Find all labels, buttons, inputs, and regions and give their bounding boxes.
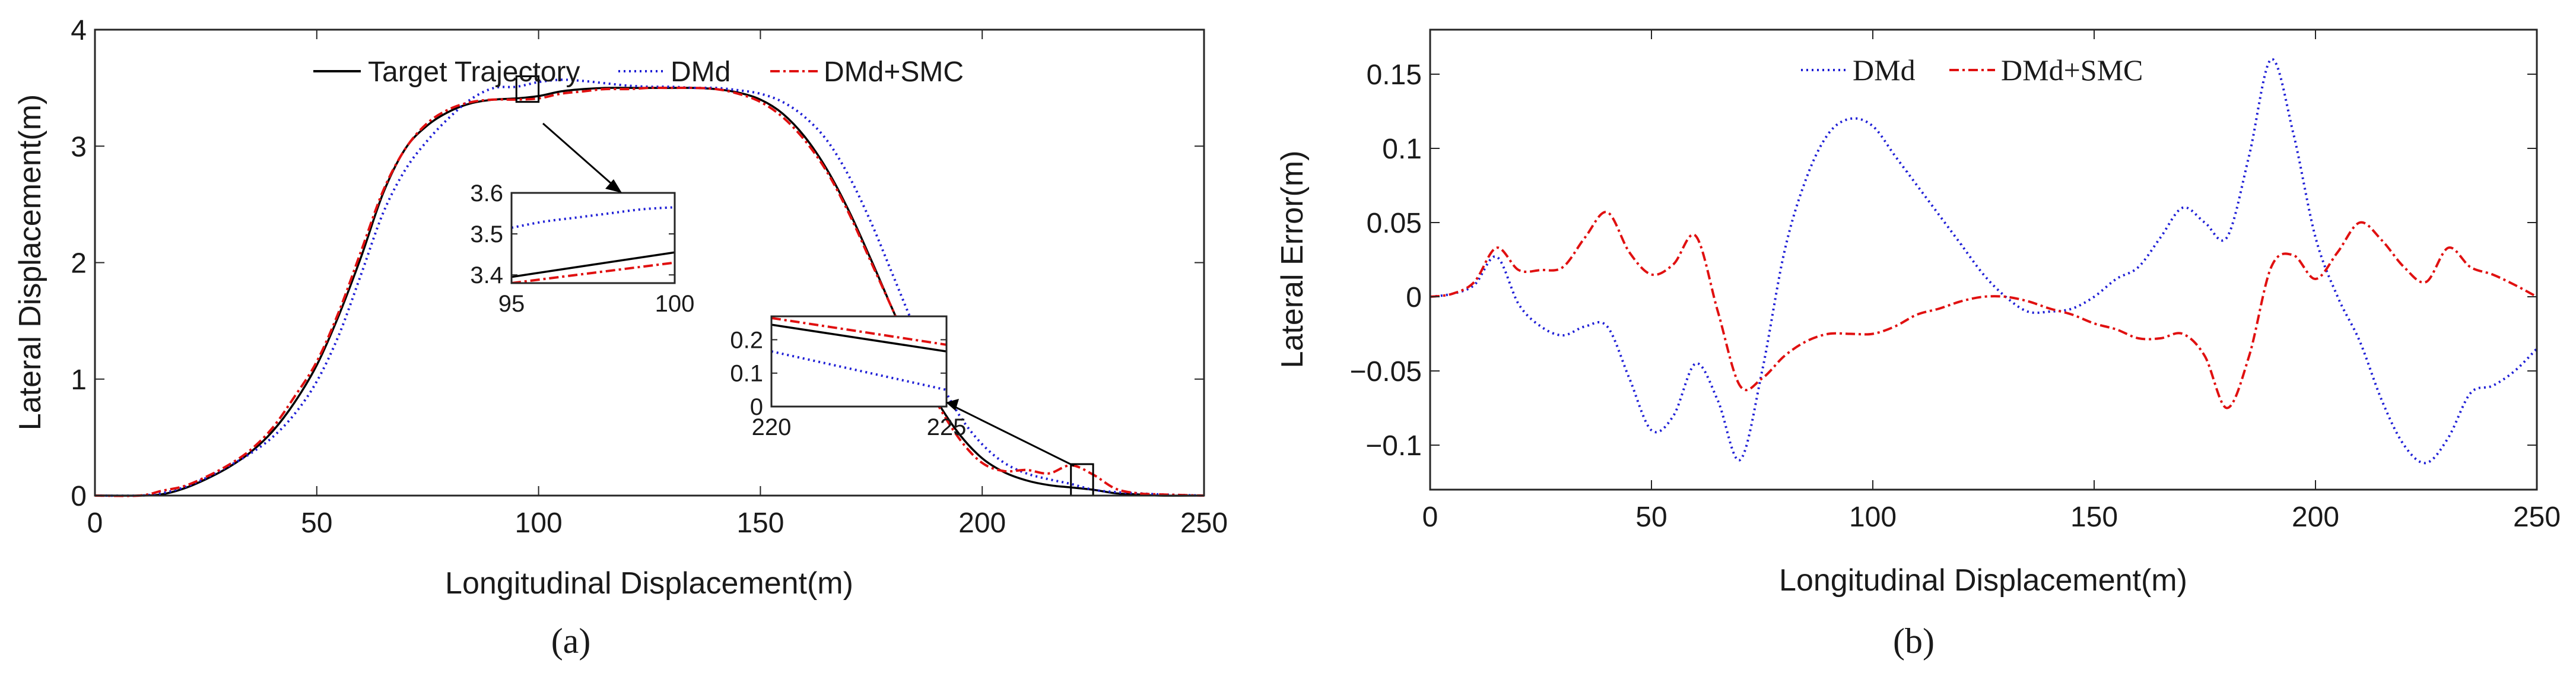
legend-a-smc-label: DMd+SMC (824, 56, 964, 88)
chart-b-series (1430, 58, 2538, 465)
chart-a-ytick-label: 2 (71, 248, 87, 280)
legend-b-dmd-label: DMd (1853, 53, 1916, 87)
chart-a-callout-arrowhead-2 (946, 399, 959, 411)
chart-b-ytick-label: 0.05 (1367, 208, 1422, 239)
chart-b-xtick-label: 50 (1635, 502, 1667, 533)
chart-a-inset-1-frame (510, 192, 676, 284)
chart-a-inset-1-xtick-label: 100 (655, 291, 695, 317)
chart-b-xtick-label: 250 (2513, 502, 2561, 533)
chart-b-ytick-label: 0.15 (1367, 59, 1422, 91)
chart-a-ylabel: Lateral Displacement(m) (13, 94, 47, 430)
chart-a-callout-arrowhead-1 (605, 179, 622, 193)
chart-a-inset-1-ticks: 95 100 3.4 3.5 3.6 (470, 180, 694, 317)
chart-a-inset-2-series-target-trajectory (771, 323, 946, 353)
chart-a-inset-1: 95 100 3.4 3.5 3.6 (470, 180, 694, 317)
chart-b-ytick-label: −0.05 (1350, 356, 1422, 388)
chart-b-ytick-label: −0.1 (1365, 430, 1422, 462)
chart-a-inset-1-ytick-label: 3.6 (470, 180, 503, 207)
a-zoombox1-rect (515, 75, 540, 103)
chart-b-xtick-label: 200 (2292, 502, 2339, 533)
chart-b-legend: DMd DMd+SMC (1801, 53, 2143, 87)
chart-a-xtick-label: 150 (736, 507, 784, 539)
chart-a-inset-1-series (512, 206, 675, 283)
chart-a-inset-2: 220 225 0 0.1 0.2 (730, 315, 966, 440)
chart-b: 0 50 100 150 200 250 −0.1 −0.05 0 0.05 0.1 0.15 DMd… (1275, 28, 2561, 661)
chart-a-inset-2-ytick-label: 0 (750, 394, 763, 420)
chart-b-xtick-label: 150 (2070, 502, 2118, 533)
chart-a-inset-2-frame (770, 315, 948, 408)
panel-label-a: (a) (551, 621, 591, 661)
chart-a-legend: Target Trajectory DMd DMd+SMC (313, 56, 964, 88)
chart-b-plot-frame (1429, 28, 2538, 491)
chart-b-xtick-label: 0 (1422, 502, 1438, 533)
legend-b-smc-label: DMd+SMC (2001, 53, 2143, 87)
chart-a-inset-2-xtick-label: 225 (927, 414, 967, 440)
chart-b-ytick-label: 0.1 (1382, 134, 1422, 165)
legend-a-target-label: Target Trajectory (368, 56, 580, 88)
chart-a-xtick-label: 50 (301, 507, 332, 539)
chart-a-inset-2-ytick-label: 0.1 (730, 361, 763, 387)
chart-b-xlabel: Longitudinal Displacement(m) (1779, 563, 2187, 598)
chart-a-inset-2-ticks: 220 225 0 0.1 0.2 (730, 316, 966, 440)
chart-a-inset-2-xtick-label: 220 (752, 414, 792, 440)
chart-a-inset-1-series-dmd (512, 206, 675, 229)
chart-a-inset-1-series-target-trajectory (512, 251, 675, 278)
chart-a-zoom-box-1 (515, 75, 540, 103)
legend-a-dmd-label: DMd (671, 56, 730, 88)
chart-a-inset-1-xtick-label: 95 (498, 291, 525, 317)
chart-a-inset-1-ytick-label: 3.4 (470, 262, 503, 288)
chart-a-ytick-label: 3 (71, 131, 87, 163)
chart-a-xtick-label: 0 (87, 507, 103, 539)
chart-a-series (94, 78, 1205, 497)
chart-a-xtick-label: 250 (1180, 507, 1228, 539)
chart-a-xtick-label: 100 (515, 507, 563, 539)
chart-a-ytick-label: 0 (71, 481, 87, 512)
panel-label-b: (b) (1893, 621, 1935, 661)
chart-a-xlabel: Longitudinal Displacement(m) (445, 566, 853, 601)
chart-a-ticks: 0 50 100 150 200 250 0 1 2 3 4 (71, 15, 1228, 539)
chart-a-ytick-label: 4 (71, 15, 87, 46)
chart-a-inset-2-ytick-label: 0.2 (730, 327, 763, 353)
chart-a-inset-2-series (771, 316, 946, 391)
chart-a-inset-1-ytick-label: 3.5 (470, 221, 503, 247)
chart-a-xtick-label: 200 (958, 507, 1006, 539)
chart-a-callout-arrows (542, 122, 1075, 467)
chart-a-inset-2-series-dmd-smc (771, 316, 946, 346)
chart-a-callout-arrow-2 (950, 404, 1075, 467)
chart-b-ylabel: Lateral Error(m) (1275, 151, 1310, 369)
chart-b-xtick-label: 100 (1849, 502, 1897, 533)
chart-b-ticks: 0 50 100 150 200 250 −0.1 −0.05 0 0.05 0.1 0.15 (1350, 30, 2561, 533)
chart-a-callout-arrow-1 (542, 122, 618, 190)
chart-b-ytick-label: 0 (1406, 282, 1422, 313)
chart-a-ytick-label: 1 (71, 364, 87, 396)
chart-b-series-dmd (1430, 58, 2538, 465)
chart-a-series-dmd-smc (94, 86, 1205, 497)
chart-a-inset-1-series-dmd-smc (512, 261, 675, 283)
